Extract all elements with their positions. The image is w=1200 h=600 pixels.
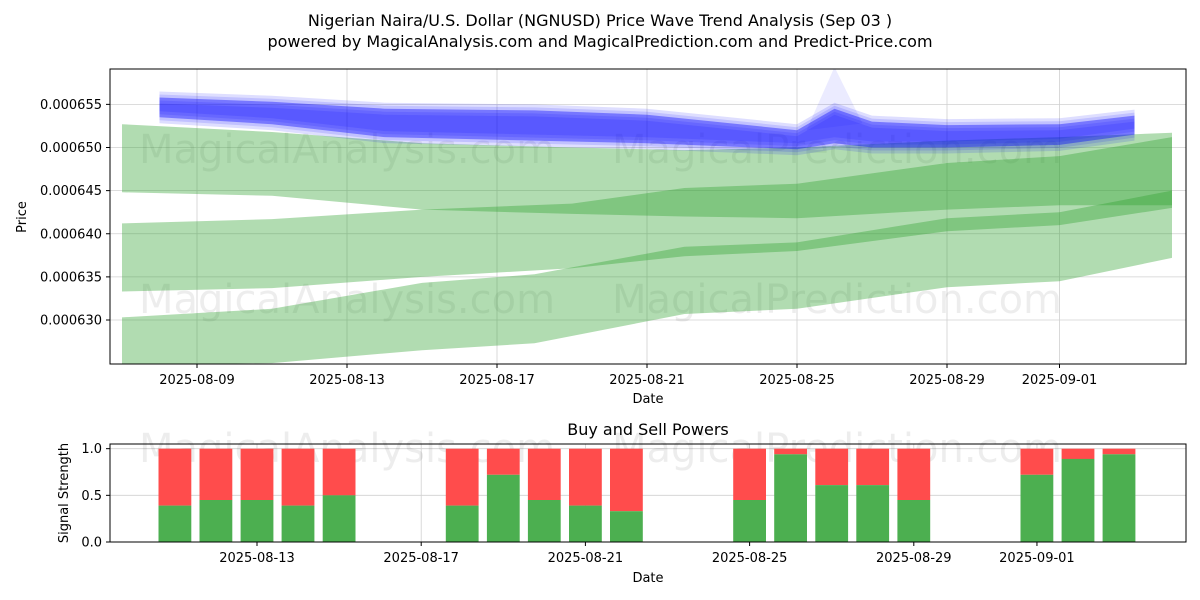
watermark-analysis: MagicalAnalysis.com <box>139 127 555 173</box>
price-clipped-group <box>122 69 1172 364</box>
sell-power-bar <box>897 448 931 500</box>
sell-power-bar <box>199 448 233 500</box>
sell-power-bar <box>445 448 479 506</box>
buy-power-bar <box>733 500 766 542</box>
signal-x-tick-label: 2025-08-13 <box>219 551 295 566</box>
price-x-tick-label: 2025-08-25 <box>759 373 835 388</box>
signal-y-tick-label: 0.5 <box>81 489 102 504</box>
buy-power-bar <box>1061 458 1095 542</box>
signal-y-label: Signal Strength <box>57 443 72 543</box>
buy-power-bar <box>1020 474 1054 542</box>
signal-bars <box>158 448 1136 542</box>
green-wave-band <box>122 137 1172 292</box>
sell-power-bar <box>815 448 849 486</box>
green-wave-band <box>122 190 1172 364</box>
sell-power-bar <box>1102 448 1136 455</box>
buy-power-bar <box>1102 454 1136 542</box>
sell-power-bar <box>240 448 274 500</box>
signal-x-tick-label: 2025-09-01 <box>999 551 1075 566</box>
price-x-tick-label: 2025-09-01 <box>1022 373 1098 388</box>
price-watermarks: MagicalAnalysis.com MagicalPrediction.co… <box>139 127 1062 323</box>
price-y-label: Price <box>15 201 30 233</box>
price-y-tick-label: 0.000630 <box>40 314 102 329</box>
buy-power-bar <box>569 505 602 542</box>
buy-power-bar <box>486 474 520 542</box>
signal-x-ticks: 2025-08-13 2025-08-17 2025-08-21 2025-08-25… <box>219 542 1075 566</box>
blue-wave-band <box>159 100 1135 153</box>
signal-x-tick-label: 2025-08-25 <box>712 551 788 566</box>
sell-power-bar <box>1020 448 1054 475</box>
watermark-prediction: MagicalPrediction.com <box>612 277 1062 323</box>
signal-x-tick-label: 2025-08-21 <box>548 551 624 566</box>
blue-wave-band <box>159 103 1135 156</box>
price-y-tick-label: 0.000635 <box>40 270 102 285</box>
sell-power-bar <box>774 448 807 455</box>
chart-title-line1: Nigerian Naira/U.S. Dollar (NGNUSD) Pric… <box>308 11 892 30</box>
buy-power-bar <box>281 505 315 542</box>
blue-wave-band <box>159 97 1135 150</box>
signal-x-tick-label: 2025-08-17 <box>383 551 459 566</box>
sell-power-bar <box>610 448 643 512</box>
signal-x-label: Date <box>632 571 663 586</box>
sell-power-bar <box>281 448 315 506</box>
signal-plot-frame <box>109 443 1187 543</box>
sell-power-bar <box>569 448 602 506</box>
chart-title-line2: powered by MagicalAnalysis.com and Magic… <box>267 32 932 51</box>
signal-y-tick-label: 0.0 <box>81 536 102 551</box>
signal-y-ticks: 0.0 0.5 1.0 <box>81 442 110 551</box>
price-x-tick-label: 2025-08-21 <box>609 373 685 388</box>
buy-power-bar <box>322 495 356 542</box>
price-y-tick-label: 0.000645 <box>40 184 102 199</box>
green-wave-band <box>122 124 1172 219</box>
buy-power-bar <box>856 485 890 542</box>
price-x-ticks: 2025-08-09 2025-08-13 2025-08-17 2025-08-21… <box>159 364 1097 388</box>
sell-power-bar <box>733 448 766 500</box>
buy-power-bar <box>815 485 849 542</box>
price-x-tick-label: 2025-08-29 <box>909 373 985 388</box>
sell-power-bar <box>158 448 192 506</box>
buy-power-bar <box>158 505 192 542</box>
sell-power-bar <box>1061 448 1095 459</box>
watermark-prediction: MagicalPrediction.com <box>612 127 1062 173</box>
price-x-tick-label: 2025-08-17 <box>459 373 535 388</box>
sell-power-bar <box>527 448 561 500</box>
blue-wave-band <box>159 94 1135 147</box>
buy-power-bar <box>897 500 931 542</box>
buy-power-bar <box>527 500 561 542</box>
price-y-tick-label: 0.000655 <box>40 98 102 113</box>
signal-y-tick-label: 1.0 <box>81 442 102 457</box>
watermark-analysis: MagicalAnalysis.com <box>139 277 555 323</box>
price-y-ticks: 0.000630 0.000635 0.000640 0.000645 0.000650… <box>40 98 110 329</box>
blue-wave-spike <box>806 69 863 131</box>
price-y-tick-label: 0.000650 <box>40 141 102 156</box>
price-bands <box>122 69 1172 364</box>
buy-power-bar <box>774 454 807 542</box>
buy-power-bar <box>445 505 479 542</box>
buy-power-bar <box>240 500 274 542</box>
sell-power-bar <box>856 448 890 486</box>
sell-power-bar <box>486 448 520 475</box>
blue-wave-band <box>159 91 1135 144</box>
price-gridlines <box>110 69 1186 364</box>
price-y-tick-label: 0.000640 <box>40 227 102 242</box>
price-x-tick-label: 2025-08-13 <box>309 373 385 388</box>
signal-x-tick-label: 2025-08-29 <box>876 551 952 566</box>
buy-power-bar <box>199 500 233 542</box>
buy-power-bar <box>610 511 643 542</box>
price-x-label: Date <box>632 392 663 407</box>
signal-chart-title: Buy and Sell Powers <box>567 420 729 439</box>
price-x-tick-label: 2025-08-09 <box>159 373 235 388</box>
price-plot-frame <box>109 68 1187 365</box>
sell-power-bar <box>322 448 356 496</box>
